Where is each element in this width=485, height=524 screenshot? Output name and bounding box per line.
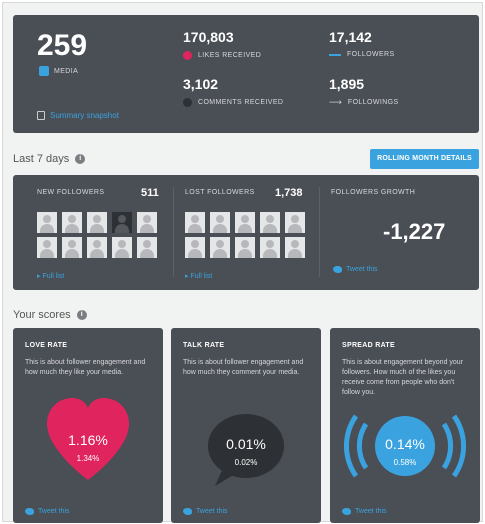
avatar[interactable] (87, 237, 107, 258)
avatar[interactable] (37, 237, 57, 258)
avatar[interactable] (260, 237, 280, 258)
love-rate-card: LOVE RATE This is about follower engagem… (13, 328, 163, 523)
avatar[interactable] (87, 212, 107, 233)
comments-stat: 3,102 COMMENTS RECEIVED (183, 76, 283, 107)
followers-growth-label: FOLLOWERS GROWTH (331, 189, 416, 196)
instagram-icon (39, 66, 49, 76)
love-rate-title: LOVE RATE (25, 342, 68, 349)
scores-section-title: Your scores i (13, 309, 87, 321)
lost-followers-full-list-link[interactable]: ▸ Full list (185, 273, 213, 280)
avatar[interactable] (185, 237, 205, 258)
comments-count: 3,102 (183, 76, 219, 92)
spread-rate-card: SPREAD RATE This is about engagement bey… (330, 328, 480, 523)
followings-label: FOLLOWINGS (347, 99, 399, 106)
followings-stat: 1,895 ⟶ FOLLOWINGS (329, 76, 399, 107)
love-rate-value: 1.16% (68, 432, 108, 448)
spread-tweet-label: Tweet this (355, 508, 387, 515)
twitter-icon (333, 266, 342, 273)
summary-snapshot-link[interactable]: Summary snapshot (37, 111, 119, 120)
love-rate-sub-value: 1.34% (76, 454, 100, 463)
spread-rate-description: This is about engagement beyond your fol… (342, 359, 464, 396)
twitter-icon (342, 508, 351, 515)
rolling-month-details-button[interactable]: ROLLING MONTH DETAILS (370, 149, 479, 169)
talk-rate-value: 0.01% (226, 436, 266, 452)
heart-icon (183, 51, 192, 60)
comment-icon (183, 98, 192, 107)
avatar[interactable] (112, 237, 132, 258)
twitter-icon (25, 508, 34, 515)
avatar[interactable] (137, 212, 157, 233)
broadcast-icon (344, 414, 466, 478)
last7-section-title: Last 7 days i (13, 153, 86, 165)
avatar[interactable] (210, 212, 230, 233)
followings-count: 1,895 (329, 76, 365, 92)
love-tweet-label: Tweet this (38, 508, 70, 515)
growth-tweet-label: Tweet this (346, 266, 378, 273)
arrow-right-icon: ⟶ (329, 97, 342, 107)
talk-rate-description: This is about follower engagement and ho… (183, 359, 304, 376)
spread-rate-sub-value: 0.58% (393, 458, 417, 467)
new-followers-full-list-link[interactable]: ▸ Full list (37, 273, 65, 280)
media-label: MEDIA (54, 67, 79, 75)
avatar[interactable] (185, 212, 205, 233)
last7-card: NEW FOLLOWERS 511 ▸ Full list LOST FOLLO… (13, 175, 479, 290)
last7-title: Last 7 days (13, 153, 70, 165)
avatar[interactable] (285, 212, 305, 233)
lost-followers-full-list-label: Full list (190, 273, 213, 280)
avatar[interactable] (62, 237, 82, 258)
new-followers-avatars (37, 212, 157, 258)
followers-growth-value: -1,227 (383, 219, 446, 244)
info-icon[interactable]: i (75, 154, 86, 164)
talk-tweet-link[interactable]: Tweet this (183, 508, 228, 515)
media-label-row: MEDIA (39, 66, 78, 76)
new-followers-label: NEW FOLLOWERS (37, 189, 105, 196)
talk-tweet-label: Tweet this (196, 508, 228, 515)
talk-rate-title: TALK RATE (183, 342, 225, 349)
media-count: 259 (37, 29, 88, 62)
likes-label: LIKES RECEIVED (198, 52, 262, 59)
love-tweet-link[interactable]: Tweet this (25, 508, 70, 515)
speech-bubble-icon (208, 414, 284, 486)
followers-label: FOLLOWERS (347, 51, 395, 58)
lost-followers-count: 1,738 (275, 187, 303, 199)
spread-tweet-link[interactable]: Tweet this (342, 508, 387, 515)
comments-label: COMMENTS RECEIVED (198, 99, 284, 106)
spread-rate-title: SPREAD RATE (342, 342, 395, 349)
growth-tweet-link[interactable]: Tweet this (333, 266, 378, 273)
likes-count: 170,803 (183, 29, 234, 45)
avatar[interactable] (210, 237, 230, 258)
avatar[interactable] (37, 212, 57, 233)
love-rate-description: This is about follower engagement and ho… (25, 359, 146, 376)
divider (319, 187, 320, 277)
twitter-icon (183, 508, 192, 515)
summary-card: 259 MEDIA 170,803 LIKES RECEIVED 3,102 C… (13, 15, 479, 133)
scores-title: Your scores (13, 309, 71, 321)
talk-rate-card: TALK RATE This is about follower engagem… (171, 328, 321, 523)
summary-snapshot-label: Summary snapshot (50, 111, 119, 120)
document-icon (37, 111, 45, 120)
avatar[interactable] (62, 212, 82, 233)
info-icon[interactable]: i (76, 310, 87, 320)
avatar[interactable] (260, 212, 280, 233)
followers-count: 17,142 (329, 29, 372, 45)
new-followers-full-list-label: Full list (42, 273, 65, 280)
followers-stat: 17,142 FOLLOWERS (329, 29, 395, 58)
avatar[interactable] (137, 237, 157, 258)
avatar[interactable] (235, 237, 255, 258)
new-followers-count: 511 (141, 187, 159, 199)
lost-followers-label: LOST FOLLOWERS (185, 189, 255, 196)
avatar[interactable] (112, 212, 132, 233)
divider (173, 187, 174, 277)
likes-stat: 170,803 LIKES RECEIVED (183, 29, 261, 60)
talk-rate-sub-value: 0.02% (234, 458, 258, 467)
spread-rate-value: 0.14% (385, 436, 425, 452)
avatar[interactable] (285, 237, 305, 258)
avatar[interactable] (235, 212, 255, 233)
heart-icon (47, 398, 129, 480)
lost-followers-avatars (185, 212, 305, 258)
followers-icon (329, 53, 341, 56)
